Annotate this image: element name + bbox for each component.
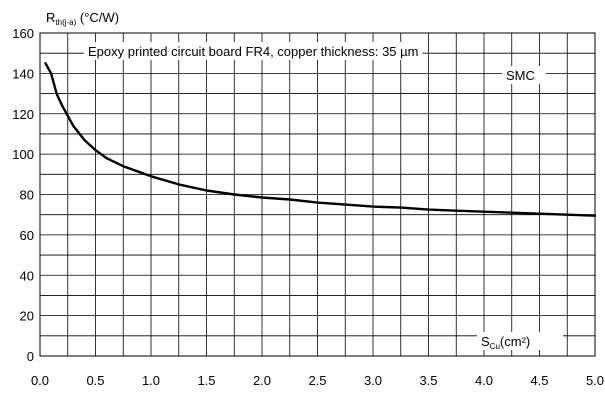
x-tick-label: 1.0	[142, 373, 160, 388]
x-axis-title: SCu(cm²)	[481, 334, 530, 351]
y-axis-title-background	[44, 9, 149, 25]
package-label: SMC	[506, 68, 535, 83]
y-tick-label: 20	[20, 309, 34, 324]
y-tick-label: 40	[20, 268, 34, 283]
x-tick-label: 2.5	[308, 373, 326, 388]
x-tick-label: 4.0	[475, 373, 493, 388]
x-tick-label: 3.5	[419, 373, 437, 388]
x-tick-label: 4.5	[530, 373, 548, 388]
y-tick-label: 120	[12, 107, 34, 122]
x-tick-label: 3.0	[364, 373, 382, 388]
package-label-background	[502, 66, 546, 84]
y-tick-label: 80	[20, 188, 34, 203]
x-tick-label: 0.0	[31, 373, 49, 388]
y-tick-label: 0	[27, 349, 34, 364]
x-axis-title-background	[477, 332, 563, 350]
x-tick-label: 2.0	[253, 373, 271, 388]
x-tick-label: 1.5	[197, 373, 215, 388]
condition-label-background	[84, 42, 423, 60]
series-line	[44, 62, 597, 217]
x-tick-labels: 0.0 0.5 1.0 1.5 2.0 2.5 3.0 3.5 4.0 4.5 5.0	[31, 373, 604, 388]
y-axis-title: Rth(j-a) (°C/W)	[46, 10, 119, 27]
plot-frame	[39, 32, 596, 357]
y-tick-labels: 0 20 40 60 80 100 120 140 160	[12, 26, 34, 364]
y-tick-label: 140	[12, 66, 34, 81]
x-tick-label: 0.5	[86, 373, 104, 388]
x-tick-label: 5.0	[586, 373, 604, 388]
y-tick-label: 100	[12, 147, 34, 162]
condition-label: Epoxy printed circuit board FR4, copper …	[88, 44, 418, 59]
y-tick-label: 160	[12, 26, 34, 41]
y-tick-label: 60	[20, 228, 34, 243]
